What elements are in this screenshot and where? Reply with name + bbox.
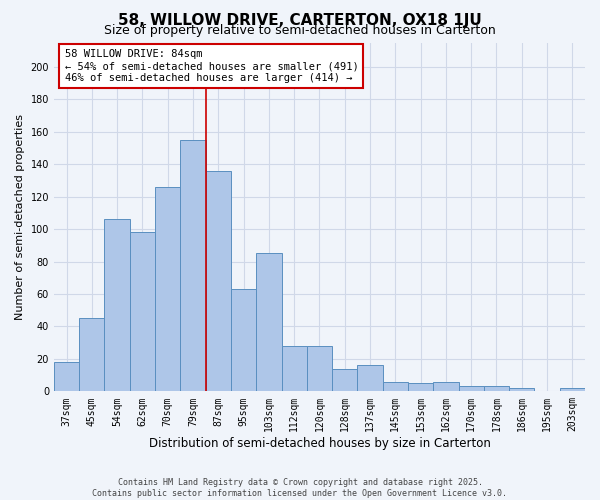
- X-axis label: Distribution of semi-detached houses by size in Carterton: Distribution of semi-detached houses by …: [149, 437, 490, 450]
- Bar: [383, 382, 408, 392]
- Bar: [206, 170, 231, 392]
- Bar: [54, 362, 79, 392]
- Bar: [130, 232, 155, 392]
- Bar: [155, 187, 181, 392]
- Bar: [458, 386, 484, 392]
- Bar: [231, 289, 256, 392]
- Text: 58 WILLOW DRIVE: 84sqm
← 54% of semi-detached houses are smaller (491)
46% of se: 58 WILLOW DRIVE: 84sqm ← 54% of semi-det…: [65, 50, 358, 82]
- Bar: [307, 346, 332, 392]
- Bar: [484, 386, 509, 392]
- Bar: [281, 346, 307, 392]
- Bar: [509, 388, 535, 392]
- Bar: [256, 254, 281, 392]
- Text: Contains HM Land Registry data © Crown copyright and database right 2025.
Contai: Contains HM Land Registry data © Crown c…: [92, 478, 508, 498]
- Bar: [433, 382, 458, 392]
- Bar: [104, 220, 130, 392]
- Bar: [408, 383, 433, 392]
- Bar: [358, 366, 383, 392]
- Bar: [181, 140, 206, 392]
- Bar: [79, 318, 104, 392]
- Bar: [560, 388, 585, 392]
- Text: 58, WILLOW DRIVE, CARTERTON, OX18 1JU: 58, WILLOW DRIVE, CARTERTON, OX18 1JU: [118, 12, 482, 28]
- Bar: [332, 368, 358, 392]
- Y-axis label: Number of semi-detached properties: Number of semi-detached properties: [15, 114, 25, 320]
- Text: Size of property relative to semi-detached houses in Carterton: Size of property relative to semi-detach…: [104, 24, 496, 37]
